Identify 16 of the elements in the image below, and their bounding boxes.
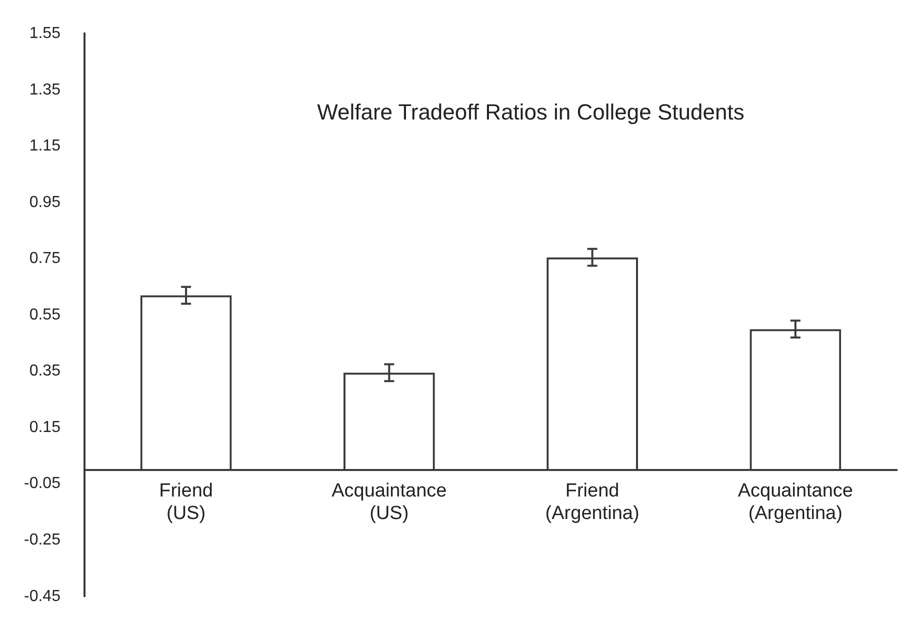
y-tick-label: 0.95 xyxy=(29,194,61,211)
y-tick-label: 0.55 xyxy=(29,306,61,324)
x-tick-label: Acquaintance (Argentina) xyxy=(738,480,854,524)
y-tick-label: 0.75 xyxy=(29,250,61,268)
y-tick-label: -0.45 xyxy=(24,588,61,605)
y-tick-label: 1.35 xyxy=(29,81,61,98)
x-tick-label: Acquaintance (US) xyxy=(332,480,447,524)
y-tick-label: 1.15 xyxy=(29,138,61,155)
text: Welfare Tradeoff Ratios in College Students xyxy=(317,100,744,125)
x-tick-label: Friend (Argentina) xyxy=(545,480,640,524)
y-tick-label: -0.05 xyxy=(24,475,61,492)
x-tick-label: Friend (US) xyxy=(159,480,213,524)
y-tick-label: 0.15 xyxy=(29,418,61,436)
y-tick-label: 1.55 xyxy=(29,25,61,42)
y-tick-label: -0.25 xyxy=(24,532,61,549)
y-tick-label: 0.35 xyxy=(29,362,61,380)
